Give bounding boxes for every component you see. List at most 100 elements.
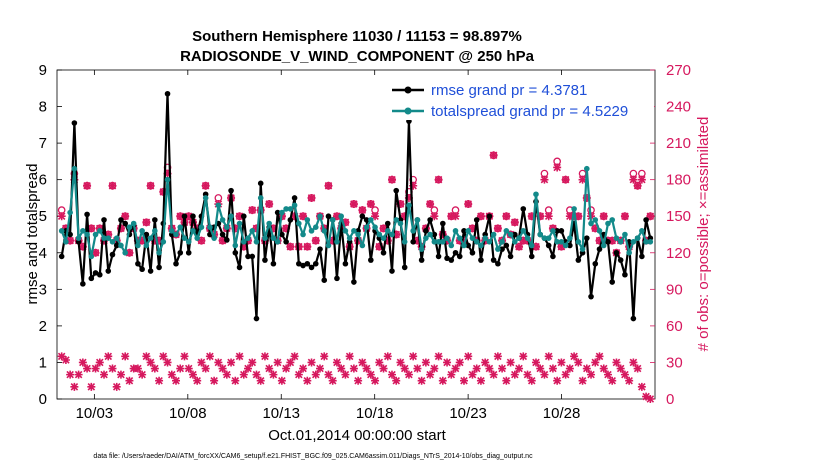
- totalspread-point: [410, 228, 416, 234]
- totalspread-point: [380, 235, 387, 241]
- obs-assimilated-point: [527, 212, 536, 221]
- y-left-tick-label: 8: [39, 99, 47, 116]
- totalspread-point: [342, 228, 349, 234]
- totalspread-point: [228, 213, 234, 220]
- obs-low-point: [214, 358, 223, 367]
- rmse-point: [279, 231, 285, 238]
- obs-assimilated-point: [515, 242, 524, 251]
- totalspread-point: [101, 235, 107, 241]
- totalspread-point: [512, 239, 518, 245]
- totalspread-point: [283, 206, 289, 212]
- obs-assimilated-point: [121, 212, 130, 221]
- totalspread-point: [274, 239, 281, 245]
- obs-assimilated-point: [108, 181, 117, 190]
- totalspread-point: [92, 231, 99, 238]
- totalspread-point: [152, 228, 158, 234]
- obs-assimilated-point: [476, 212, 485, 221]
- obs-low-point: [282, 364, 291, 373]
- obs-low-point: [455, 358, 464, 367]
- obs-assimilated-point: [303, 242, 312, 251]
- totalspread-point: [257, 195, 264, 201]
- obs-low-point: [155, 376, 164, 385]
- obs-assimilated-point: [459, 236, 468, 245]
- x-axis-label: Oct.01,2014 00:00:00 start: [268, 427, 446, 444]
- totalspread-point: [431, 239, 438, 245]
- totalspread-point: [562, 242, 569, 249]
- obs-low-point: [400, 364, 409, 373]
- obs-low-point: [337, 364, 346, 373]
- rmse-point: [224, 237, 230, 243]
- obs-assimilated-point: [434, 175, 443, 184]
- totalspread-point: [266, 220, 272, 227]
- obs-assimilated-point: [358, 206, 367, 215]
- rmse-point: [84, 211, 90, 218]
- obs-low-point: [371, 376, 380, 385]
- obs-low-point: [476, 376, 485, 385]
- totalspread-point: [240, 239, 247, 245]
- totalspread-point: [232, 242, 239, 249]
- rmse-point: [393, 187, 400, 194]
- obs-low-point: [591, 358, 600, 367]
- obs-assimilated-point: [633, 181, 642, 190]
- rmse-point: [550, 253, 556, 260]
- obs-low-point: [70, 382, 79, 391]
- totalspread-point: [554, 239, 560, 245]
- obs-assimilated-point: [282, 224, 291, 233]
- obs-low-point: [506, 358, 515, 367]
- totalspread-point: [105, 235, 112, 241]
- obs-low-point: [616, 364, 625, 373]
- obs-low-point: [248, 358, 257, 367]
- totalspread-point: [609, 217, 616, 223]
- obs-assimilated-point: [150, 236, 159, 245]
- rmse-point: [173, 260, 179, 267]
- obs-assimilated-point: [332, 212, 341, 221]
- obs-low-point: [633, 364, 642, 373]
- legend-box: [386, 78, 654, 120]
- totalspread-point: [558, 239, 565, 245]
- obs-assimilated-point: [286, 242, 295, 251]
- obs-low-point: [303, 376, 312, 385]
- rmse-point: [257, 180, 264, 187]
- legend-rmse-label: rmse grand pr = 4.3781: [431, 82, 587, 99]
- obs-low-point: [116, 370, 125, 379]
- rmse-point: [609, 279, 616, 285]
- totalspread-point: [279, 209, 285, 216]
- rmse-point: [304, 260, 311, 267]
- y-left-tick-label: 7: [39, 135, 47, 152]
- totalspread-point: [626, 249, 632, 256]
- obs-assimilated-point: [239, 242, 248, 251]
- totalspread-point: [236, 220, 243, 227]
- obs-low-point: [316, 364, 325, 373]
- obs-low-point: [646, 395, 655, 403]
- obs-assimilated-point: [468, 224, 477, 233]
- obs-low-point: [362, 364, 371, 373]
- obs-low-point: [375, 358, 384, 367]
- obs-low-point: [625, 376, 634, 385]
- rmse-point: [512, 231, 518, 238]
- obs-low-point: [286, 358, 295, 367]
- rmse-point: [575, 257, 582, 263]
- totalspread-point: [270, 235, 277, 241]
- rmse-point: [317, 246, 323, 252]
- totalspread-point: [118, 242, 124, 249]
- obs-low-point: [523, 370, 532, 379]
- totalspread-point: [346, 235, 353, 241]
- totalspread-point: [617, 239, 624, 245]
- rmse-point: [528, 253, 535, 260]
- obs-low-point: [125, 376, 134, 385]
- obs-low-point: [447, 370, 456, 379]
- obs-assimilated-point: [116, 224, 125, 233]
- rmse-point: [135, 260, 141, 267]
- obs-assimilated-point: [493, 224, 502, 233]
- rmse-point: [262, 257, 268, 263]
- series-totalspread: [58, 165, 654, 260]
- rmse-point: [113, 242, 120, 249]
- totalspread-point: [393, 217, 400, 223]
- totalspread-point: [507, 231, 514, 238]
- rmse-point: [469, 249, 476, 256]
- obs-assimilated-point: [379, 224, 388, 233]
- totalspread-point: [325, 242, 332, 249]
- rmse-point: [478, 257, 484, 263]
- obs-low-point: [413, 364, 422, 373]
- rmse-point: [431, 231, 438, 238]
